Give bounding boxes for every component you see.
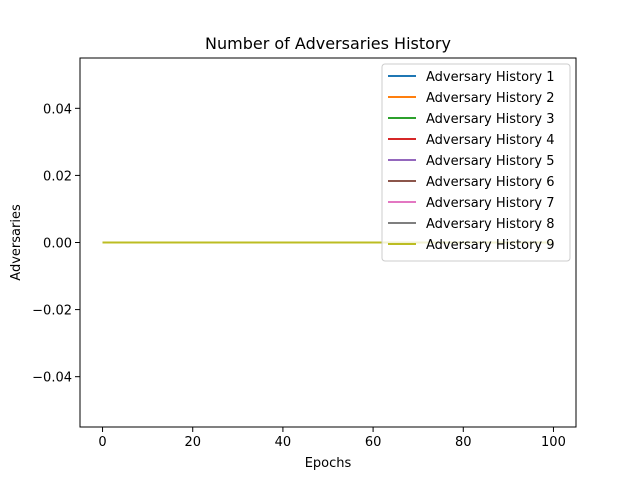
x-tick-label: 60 <box>365 435 382 450</box>
y-tick-label: −0.02 <box>32 304 72 319</box>
legend-label-4: Adversary History 4 <box>426 133 555 148</box>
legend-label-8: Adversary History 8 <box>426 217 555 232</box>
x-tick-label: 20 <box>184 435 201 450</box>
legend-label-9: Adversary History 9 <box>426 238 555 253</box>
legend-label-3: Adversary History 3 <box>426 112 555 127</box>
x-tick-label: 0 <box>98 435 106 450</box>
chart-title: Number of Adversaries History <box>205 34 451 53</box>
x-tick-label: 80 <box>455 435 472 450</box>
y-tick-label: −0.04 <box>32 371 72 386</box>
legend-label-2: Adversary History 2 <box>426 91 555 106</box>
x-axis-ticks: 0 20 40 60 80 100 <box>98 427 566 450</box>
legend-label-1: Adversary History 1 <box>426 70 555 85</box>
x-axis-label: Epochs <box>305 456 352 471</box>
legend-label-6: Adversary History 6 <box>426 175 555 190</box>
x-tick-label: 100 <box>541 435 566 450</box>
legend-box <box>381 63 571 262</box>
y-tick-label: 0.02 <box>43 169 72 184</box>
legend-label-5: Adversary History 5 <box>426 154 555 169</box>
legend: Adversary History 1 Adversary History 2 Ad… <box>381 63 571 262</box>
x-tick-label: 40 <box>275 435 292 450</box>
y-axis-ticks: −0.04 −0.02 0.00 0.02 0.04 <box>32 102 80 386</box>
y-tick-label: 0.00 <box>43 237 72 252</box>
y-tick-label: 0.04 <box>43 102 72 117</box>
legend-label-7: Adversary History 7 <box>426 196 555 211</box>
y-axis-label: Adversaries <box>9 204 24 281</box>
